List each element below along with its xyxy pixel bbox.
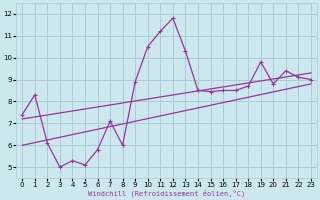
X-axis label: Windchill (Refroidissement éolien,°C): Windchill (Refroidissement éolien,°C): [88, 190, 245, 197]
